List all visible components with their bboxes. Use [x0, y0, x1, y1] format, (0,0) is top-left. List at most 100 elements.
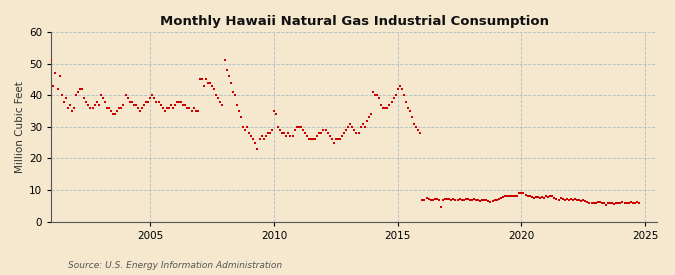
Point [320, 128, 331, 132]
Point [242, 125, 252, 129]
Point [487, 199, 498, 204]
Point [145, 96, 156, 101]
Point [273, 125, 284, 129]
Point [392, 87, 403, 91]
Point [407, 115, 418, 120]
Point [329, 141, 340, 145]
Point [259, 137, 269, 142]
Point [116, 106, 127, 110]
Point [526, 195, 537, 199]
Point [219, 58, 230, 63]
Point [590, 200, 601, 205]
Point [599, 200, 610, 205]
Point [308, 137, 319, 142]
Point [347, 125, 358, 129]
Point [378, 106, 389, 110]
Point [607, 201, 618, 206]
Point [634, 200, 645, 205]
Point [200, 77, 211, 82]
Point [265, 131, 275, 135]
Point [52, 87, 63, 91]
Point [296, 125, 306, 129]
Point [106, 109, 117, 113]
Point [130, 103, 141, 107]
Point [597, 200, 608, 205]
Point [411, 125, 422, 129]
Point [458, 197, 469, 202]
Point [441, 197, 452, 202]
Point [394, 84, 405, 88]
Point [50, 71, 61, 75]
Point [289, 128, 300, 132]
Point [169, 103, 180, 107]
Point [357, 122, 368, 126]
Point [281, 134, 292, 139]
Point [62, 106, 73, 110]
Point [351, 131, 362, 135]
Point [118, 103, 129, 107]
Point [343, 125, 354, 129]
Point [349, 128, 360, 132]
Point [613, 200, 624, 205]
Point [632, 200, 643, 205]
Point [302, 134, 313, 139]
Point [331, 137, 342, 142]
Point [611, 201, 622, 206]
Point [483, 199, 494, 204]
Point [417, 197, 428, 202]
Point [263, 131, 273, 135]
Point [339, 131, 350, 135]
Point [584, 200, 595, 205]
Point [553, 197, 564, 202]
Point [535, 196, 545, 200]
Point [157, 106, 168, 110]
Point [275, 128, 286, 132]
Point [108, 112, 119, 116]
Point [572, 197, 583, 202]
Point [83, 103, 94, 107]
Point [452, 197, 463, 202]
Point [512, 194, 522, 198]
Point [132, 106, 143, 110]
Point [450, 197, 461, 202]
Point [586, 200, 597, 205]
Point [312, 134, 323, 139]
Point [227, 90, 238, 94]
Point [578, 198, 589, 202]
Point [223, 74, 234, 78]
Point [601, 203, 612, 207]
Point [271, 112, 281, 116]
Point [304, 137, 315, 142]
Point [79, 96, 90, 101]
Point [93, 103, 104, 107]
Point [421, 196, 432, 200]
Point [386, 99, 397, 104]
Point [269, 109, 279, 113]
Point [287, 134, 298, 139]
Point [439, 197, 450, 201]
Text: Source: U.S. Energy Information Administration: Source: U.S. Energy Information Administ… [68, 260, 281, 270]
Point [370, 93, 381, 97]
Point [184, 106, 195, 110]
Point [558, 197, 568, 201]
Point [202, 80, 213, 85]
Point [234, 109, 244, 113]
Point [165, 103, 176, 107]
Point [110, 112, 121, 116]
Point [333, 137, 344, 142]
Point [435, 205, 446, 210]
Point [81, 99, 92, 104]
Point [454, 197, 465, 202]
Point [582, 200, 593, 204]
Point [429, 197, 440, 202]
Point [479, 198, 489, 202]
Point [326, 137, 337, 142]
Point [54, 74, 65, 78]
Point [456, 197, 467, 202]
Point [294, 125, 304, 129]
Point [207, 84, 217, 88]
Point [211, 93, 221, 97]
Point [69, 106, 80, 110]
Point [382, 106, 393, 110]
Point [176, 99, 186, 104]
